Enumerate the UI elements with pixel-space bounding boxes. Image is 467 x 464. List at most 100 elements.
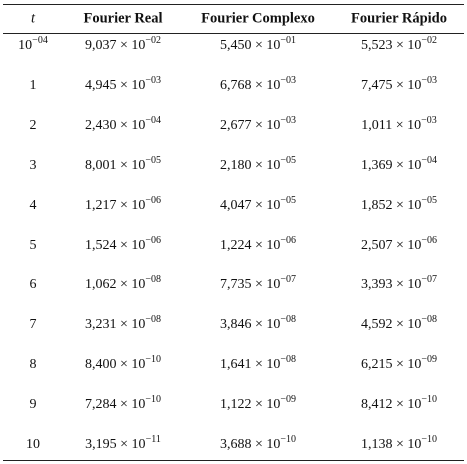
header-rule	[3, 33, 464, 34]
exponent: −03	[421, 74, 438, 86]
table-cell: 3,393 × 10−07	[361, 274, 438, 293]
exponent: −05	[421, 194, 438, 206]
table-cell: 1,138 × 10−10	[360, 434, 438, 453]
exponent: −03	[280, 74, 297, 86]
top-rule	[3, 4, 464, 5]
table-cell: 2,677 × 10−03	[220, 114, 297, 134]
table-cell: 8,412 × 10−10	[360, 394, 438, 413]
mantissa: 6,215 × 10	[360, 357, 422, 373]
mantissa: 1,011 × 10	[361, 117, 422, 133]
exponent: −06	[280, 234, 297, 246]
exponent: −10	[421, 394, 438, 406]
exponent: −01	[280, 35, 297, 46]
mantissa: 3,688 × 10	[219, 437, 281, 452]
table-cell: 1,641 × 10−08	[219, 354, 297, 373]
mantissa: 7,284 × 10	[84, 397, 146, 413]
exponent: −09	[421, 354, 438, 366]
mantissa: 10	[18, 38, 33, 53]
mantissa: 9,037 × 10	[84, 38, 146, 53]
table-cell: 3,688 × 10−10	[219, 435, 296, 453]
exponent: −10	[145, 394, 162, 406]
mantissa: 8,001 × 10	[84, 157, 146, 173]
mantissa: 1,852 × 10	[360, 197, 422, 213]
exponent: −08	[280, 354, 297, 366]
mantissa: 2,180 × 10	[219, 157, 281, 173]
exponent: −03	[280, 114, 297, 126]
table-cell: 2,180 × 10−05	[219, 154, 297, 174]
mantissa: 1,524 × 10	[84, 237, 146, 253]
exponent: −05	[145, 154, 162, 166]
exponent: −09	[280, 394, 297, 406]
column-header: Fourier Complexo	[201, 10, 315, 27]
mantissa: 7,735 × 10	[219, 277, 281, 293]
table-cell: 8,400 × 10−10	[84, 355, 161, 373]
mantissa: 4,592 × 10	[360, 317, 422, 333]
mantissa: 1,122 × 10	[219, 397, 281, 413]
exponent: −08	[145, 274, 162, 286]
mantissa: 1,641 × 10	[219, 357, 281, 373]
mantissa: 1,138 × 10	[360, 437, 422, 452]
table-cell: 7,475 × 10−03	[360, 74, 438, 94]
mantissa: 8,400 × 10	[84, 357, 146, 373]
table-cell: 1,369 × 10−04	[360, 154, 438, 174]
exponent: −10	[421, 434, 438, 445]
table-cell: 3,195 × 10−11	[85, 434, 161, 453]
bottom-rule	[3, 460, 464, 461]
column-header: Fourier Real	[83, 10, 163, 27]
table-cell: 7,284 × 10−10	[84, 394, 162, 413]
mantissa: 3,195 × 10	[85, 437, 146, 452]
exponent: −06	[421, 234, 438, 246]
mantissa: 3,846 × 10	[219, 317, 281, 333]
mantissa: 1,062 × 10	[84, 277, 146, 293]
exponent: −03	[421, 114, 437, 126]
exponent: −11	[145, 434, 161, 445]
exponent: −07	[421, 274, 438, 286]
exponent: −04	[421, 154, 438, 166]
row-label: 9	[29, 397, 37, 413]
table-cell: 9,037 × 10−02	[84, 35, 162, 54]
mantissa: 7,475 × 10	[360, 77, 422, 93]
table-cell: 1,524 × 10−06	[84, 234, 162, 254]
table-cell: 7,735 × 10−07	[219, 274, 297, 293]
table-cell: 1,122 × 10−09	[219, 394, 297, 413]
mantissa: 2,507 × 10	[360, 237, 422, 253]
table-cell: 4,047 × 10−05	[219, 194, 297, 214]
exponent: −08	[421, 314, 438, 326]
mantissa: 6,768 × 10	[219, 77, 281, 93]
mantissa: 1,217 × 10	[84, 197, 146, 213]
exponent: −06	[145, 234, 162, 246]
row-label: 2	[29, 117, 37, 133]
row-label: 10	[26, 437, 40, 452]
exponent: −05	[280, 154, 297, 166]
row-label: 10−04	[18, 36, 48, 54]
table-cell: 5,450 × 10−01	[219, 35, 297, 54]
row-label: 3	[29, 157, 37, 173]
mantissa: 5,450 × 10	[219, 38, 281, 53]
mantissa: 4,945 × 10	[84, 77, 146, 93]
table-cell: 1,852 × 10−05	[360, 194, 438, 214]
exponent: −02	[145, 35, 162, 46]
mantissa: 1,369 × 10	[360, 157, 422, 173]
exponent: −07	[280, 274, 297, 286]
exponent: −05	[280, 194, 297, 206]
mantissa: 5,523 × 10	[360, 38, 422, 53]
table-cell: 4,945 × 10−03	[84, 74, 162, 94]
exponent: −02	[421, 35, 438, 46]
mantissa: 4,047 × 10	[219, 197, 281, 213]
table-cell: 1,217 × 10−06	[84, 194, 162, 214]
exponent: −08	[145, 314, 162, 326]
table-cell: 1,224 × 10−06	[220, 234, 297, 254]
table-cell: 3,231 × 10−08	[84, 314, 162, 333]
table-cell: 4,592 × 10−08	[360, 314, 438, 333]
mantissa: 3,231 × 10	[84, 317, 146, 333]
table-cell: 3,846 × 10−08	[219, 315, 296, 333]
row-label: 5	[29, 237, 37, 253]
row-label: 1	[29, 77, 37, 93]
exponent: −03	[145, 74, 162, 86]
exponent: −06	[145, 194, 162, 206]
row-label: 4	[29, 197, 37, 213]
row-label: 8	[29, 357, 37, 373]
mantissa: 8,412 × 10	[360, 397, 422, 413]
exponent: −04	[145, 114, 162, 126]
